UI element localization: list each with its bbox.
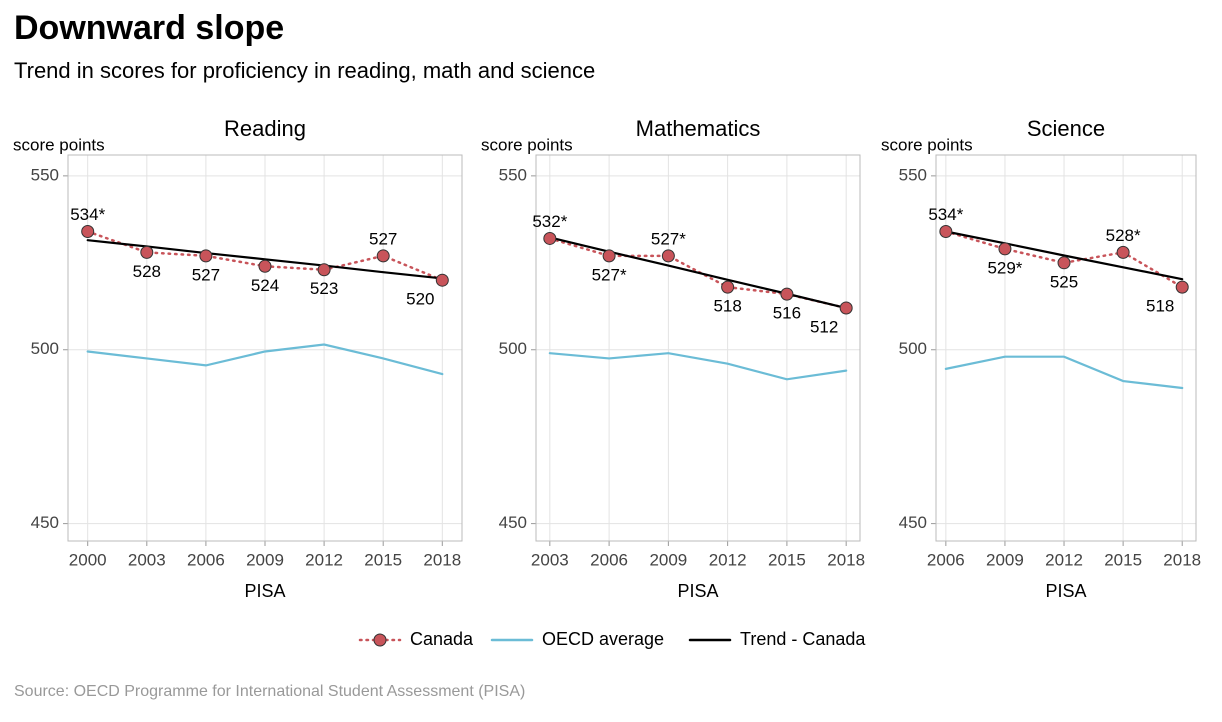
x-tick-label: 2018 <box>423 550 461 569</box>
data-label: 529* <box>987 258 1022 277</box>
data-label: 525 <box>1050 272 1078 291</box>
data-label: 523 <box>310 279 338 298</box>
x-tick-label: 2009 <box>649 550 687 569</box>
y-tick-label: 550 <box>31 165 59 184</box>
panel-border <box>935 154 1197 542</box>
y-tick-label: 450 <box>499 513 527 532</box>
x-tick-label: 2015 <box>364 550 402 569</box>
point <box>998 242 1012 256</box>
legend-label: Trend - Canada <box>740 629 866 649</box>
y-tick-label: 550 <box>499 165 527 184</box>
x-tick-label: 2006 <box>927 550 965 569</box>
data-label: 532* <box>532 212 567 231</box>
point <box>1116 245 1130 259</box>
data-label: 512 <box>810 317 838 336</box>
point <box>780 287 794 301</box>
data-label: 520 <box>406 290 434 309</box>
data-label: 534* <box>70 205 105 224</box>
x-tick-label: 2018 <box>827 550 865 569</box>
point <box>140 245 154 259</box>
x-tick-label: 2012 <box>709 550 747 569</box>
y-tick-label: 500 <box>31 339 59 358</box>
line-1 <box>944 355 1184 390</box>
point <box>839 301 853 315</box>
y-axis-label: score points <box>13 135 105 154</box>
x-tick-label: 2009 <box>246 550 284 569</box>
chart-subtitle: Trend in scores for proficiency in readi… <box>14 58 595 83</box>
y-axis-label: score points <box>881 135 973 154</box>
line-1 <box>548 352 848 381</box>
data-label: 524 <box>251 276 279 295</box>
panel-border <box>535 154 861 542</box>
source: Source: OECD Programme for International… <box>14 683 525 700</box>
x-tick-label: 2018 <box>1163 550 1201 569</box>
x-tick-label: 2006 <box>187 550 225 569</box>
point <box>721 280 735 294</box>
x-tick-label: 2012 <box>305 550 343 569</box>
x-tick-label: 2003 <box>128 550 166 569</box>
panel-title: Mathematics <box>636 116 761 141</box>
y-tick-label: 450 <box>31 513 59 532</box>
x-tick-label: 2015 <box>768 550 806 569</box>
x-axis-label: PISA <box>244 581 285 601</box>
x-tick-label: 2015 <box>1104 550 1142 569</box>
line-2 <box>548 236 848 310</box>
data-label: 527* <box>651 229 686 248</box>
x-tick-label: 2006 <box>590 550 628 569</box>
x-axis-label: PISA <box>677 581 718 601</box>
y-axis-label: score points <box>481 135 573 154</box>
legend-marker <box>373 633 387 647</box>
chart-title: Downward slope <box>14 9 284 47</box>
point <box>258 259 272 273</box>
point <box>317 263 331 277</box>
point <box>1057 256 1071 270</box>
panel-border <box>67 154 463 542</box>
data-label: 516 <box>773 304 801 323</box>
panel-title: Science <box>1027 116 1105 141</box>
data-label: 528* <box>1106 226 1141 245</box>
panel-title: Reading <box>224 116 306 141</box>
legend-label: Canada <box>410 629 474 649</box>
y-tick-label: 550 <box>899 165 927 184</box>
data-label: 518 <box>713 297 741 316</box>
legend-label: OECD average <box>542 629 664 649</box>
point <box>939 225 953 239</box>
point <box>661 249 675 263</box>
point <box>376 249 390 263</box>
data-label: 528 <box>133 262 161 281</box>
y-tick-label: 450 <box>899 513 927 532</box>
line-2 <box>944 230 1184 281</box>
x-tick-label: 2000 <box>69 550 107 569</box>
y-tick-label: 500 <box>899 339 927 358</box>
point <box>81 225 95 239</box>
data-label: 518 <box>1146 297 1174 316</box>
line-1 <box>86 343 444 376</box>
y-tick-label: 500 <box>499 339 527 358</box>
data-label: 527 <box>192 265 220 284</box>
x-tick-label: 2009 <box>986 550 1024 569</box>
data-label: 527* <box>592 265 627 284</box>
point <box>602 249 616 263</box>
point <box>199 249 213 263</box>
point <box>435 273 449 287</box>
data-label: 527 <box>369 229 397 248</box>
x-tick-label: 2012 <box>1045 550 1083 569</box>
x-tick-label: 2003 <box>531 550 569 569</box>
data-label: 534* <box>928 205 963 224</box>
point <box>1175 280 1189 294</box>
point <box>543 231 557 245</box>
line-0 <box>548 237 848 310</box>
x-axis-label: PISA <box>1045 581 1086 601</box>
